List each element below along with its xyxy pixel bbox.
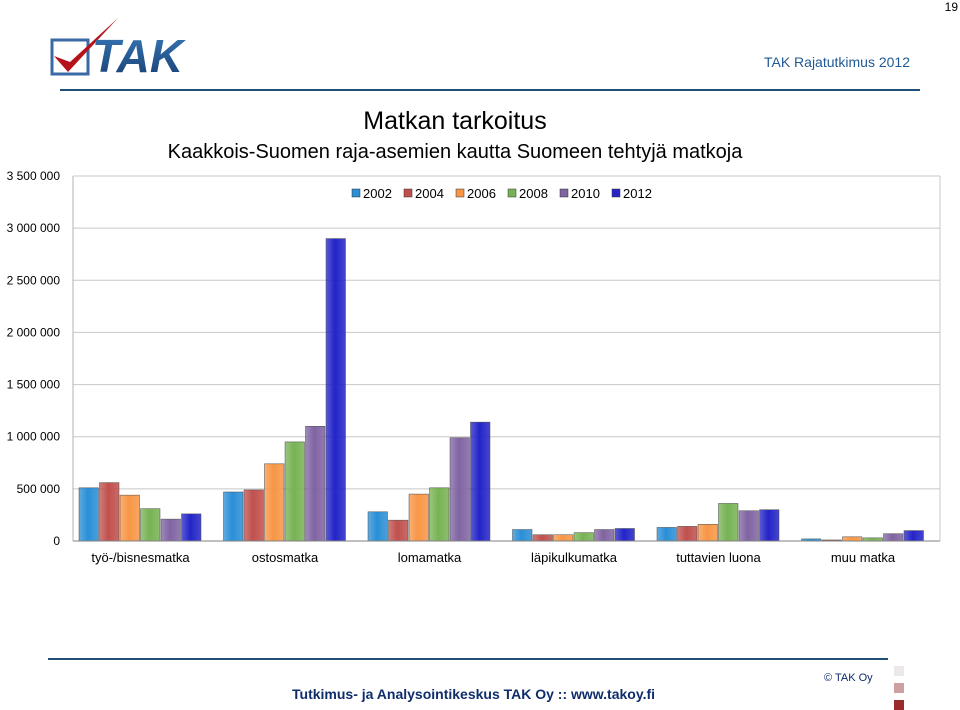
bar-2008: [573, 532, 594, 542]
copyright: © TAK Oy: [824, 672, 873, 684]
y-tick-label: 2 000 000: [7, 325, 61, 339]
bar-2002: [223, 491, 244, 542]
bars: [78, 238, 924, 542]
decorative-square-light: [894, 666, 904, 676]
y-tick-label: 1 500 000: [7, 378, 61, 392]
bar-2002: [512, 529, 533, 542]
legend-swatch: [559, 188, 569, 198]
y-tick-label: 3 000 000: [7, 221, 61, 235]
y-tick-label: 500 000: [17, 482, 61, 496]
legend-swatch: [611, 188, 621, 198]
x-category-label: ostosmatka: [252, 550, 319, 565]
bar-2004: [243, 489, 264, 542]
y-tick-label: 0: [53, 534, 60, 548]
legend-label: 2012: [623, 186, 652, 201]
page-number: 19: [944, 0, 958, 14]
bar-2006: [264, 463, 285, 542]
y-tick-label: 1 000 000: [7, 430, 61, 444]
bar-2010: [883, 533, 904, 542]
bar-2004: [532, 534, 553, 542]
footer-text: Tutkimus- ja Analysointikeskus TAK Oy ::…: [292, 686, 656, 702]
legend-swatch: [507, 188, 517, 198]
bar-2012: [181, 513, 202, 542]
bar-2012: [903, 530, 924, 542]
bar-2008: [718, 503, 739, 542]
legend-label: 2002: [363, 186, 392, 201]
footer-rule: [48, 658, 888, 660]
legend-label: 2004: [415, 186, 444, 201]
chart-title: Matkan tarkoitus: [363, 107, 547, 135]
bar-2002: [656, 527, 677, 542]
bar-2010: [594, 529, 615, 542]
legend-label: 2008: [519, 186, 548, 201]
bar-2006: [553, 534, 574, 542]
bar-chart: 0 500 000 1 000 000 1 500 000 2 000 000 2 500…: [7, 170, 941, 565]
logo-checkbox: [50, 38, 90, 76]
legend-swatch: [351, 188, 361, 198]
bar-2012: [470, 421, 491, 542]
bar-2008: [284, 441, 305, 542]
x-category-label: läpikulkumatka: [531, 550, 618, 565]
y-tick-label: 3 500 000: [7, 170, 61, 183]
legend-label: 2010: [571, 186, 600, 201]
legend: 2002 2004 2006 2008 2010 2012: [351, 186, 652, 201]
bar-2004: [388, 519, 409, 542]
bar-2002: [78, 487, 99, 542]
legend-swatch: [455, 188, 465, 198]
bar-2006: [842, 536, 863, 542]
decorative-square-dark: [894, 700, 904, 710]
gridlines: [73, 175, 940, 490]
header-rule: [60, 89, 920, 91]
x-category-label: muu matka: [831, 550, 896, 565]
header-subtitle: TAK Rajatutkimus 2012: [763, 54, 910, 70]
chart-subtitle: Kaakkois-Suomen raja-asemien kautta Suom…: [167, 141, 743, 163]
y-tick-label: 2 500 000: [7, 273, 61, 287]
bar-2010: [449, 437, 470, 542]
legend-label: 2006: [467, 186, 496, 201]
bar-2006: [408, 493, 429, 542]
bar-2010: [305, 426, 326, 542]
bar-2006: [119, 494, 140, 542]
bar-2010: [160, 518, 181, 542]
bar-2012: [614, 528, 635, 542]
legend-swatch: [403, 188, 413, 198]
x-category-label: tuttavien luona: [676, 550, 761, 565]
logo-text: TAK: [92, 30, 186, 80]
tak-logo: TAK: [50, 18, 186, 80]
axes: 0 500 000 1 000 000 1 500 000 2 000 000 2 500…: [7, 170, 941, 565]
bar-2004: [677, 526, 698, 542]
bar-2006: [697, 524, 718, 542]
x-category-label: työ-/bisnesmatka: [91, 550, 190, 565]
bar-2004: [99, 482, 120, 542]
bar-2008: [429, 487, 450, 542]
x-category-label: lomamatka: [398, 550, 462, 565]
bar-2012: [325, 238, 346, 542]
bar-2012: [759, 509, 780, 542]
bar-2002: [367, 511, 388, 542]
decorative-square-mid: [894, 683, 904, 693]
bar-2010: [738, 510, 759, 542]
bar-2008: [140, 508, 161, 542]
